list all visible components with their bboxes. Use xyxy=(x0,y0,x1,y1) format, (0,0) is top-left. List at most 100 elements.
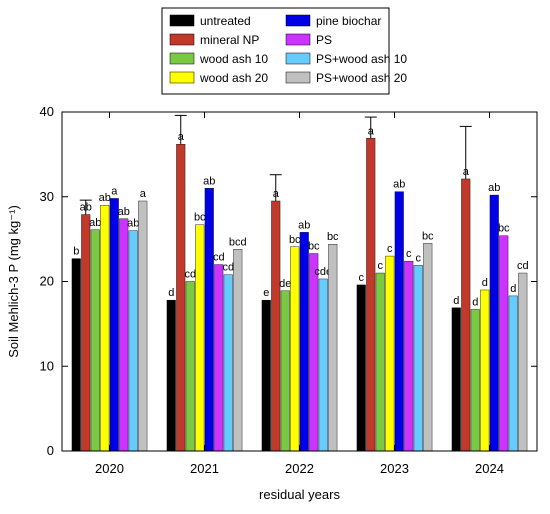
bar-mineral-np-2022 xyxy=(271,200,281,452)
legend-swatch-untreated xyxy=(169,14,195,27)
bar-label-mineral-np-2023: a xyxy=(368,125,375,137)
bar-pine-biochar-2020 xyxy=(109,198,119,452)
bar-label-ps-wood-ash-20-2022: bc xyxy=(327,231,339,243)
bar-ps-wood-ash-20-2022 xyxy=(328,244,338,452)
bar-label-wood-ash-10-2021: cd xyxy=(184,269,196,281)
legend-swatch-pine-biochar xyxy=(285,14,311,27)
bar-ps-2021 xyxy=(214,264,224,452)
legend-label-ps-wood-ash-10: PS+wood ash 10 xyxy=(316,52,407,66)
bar-ps-wood-ash-10-2021 xyxy=(223,274,233,452)
y-tick-label: 10 xyxy=(40,358,54,373)
bar-wood-ash-20-2022 xyxy=(290,246,300,452)
bar-wood-ash-10-2021 xyxy=(185,281,195,452)
legend-swatch-ps-wood-ash-10 xyxy=(285,52,311,65)
bar-label-wood-ash-10-2024: d xyxy=(472,296,478,308)
bar-untreated-2022 xyxy=(261,299,271,452)
bar-wood-ash-20-2023 xyxy=(385,255,395,452)
legend-label-pine-biochar: pine biochar xyxy=(316,14,381,28)
legend-label-wood-ash-10: wood ash 10 xyxy=(199,52,268,66)
bar-label-ps-wood-ash-20-2021: bcd xyxy=(229,236,247,248)
legend-swatch-mineral-np xyxy=(169,33,195,46)
bar-ps-2023 xyxy=(404,260,414,452)
bar-wood-ash-20-2021 xyxy=(195,224,205,452)
bar-ps-wood-ash-10-2023 xyxy=(413,265,423,452)
bar-ps-2020 xyxy=(119,218,129,452)
bar-label-pine-biochar-2021: ab xyxy=(203,175,215,187)
y-tick-label: 20 xyxy=(40,274,54,289)
bar-ps-2024 xyxy=(499,235,509,452)
bar-label-ps-wood-ash-20-2020: a xyxy=(140,188,147,200)
bar-label-wood-ash-20-2023: c xyxy=(387,243,393,255)
legend-label-ps-wood-ash-20: PS+wood ash 20 xyxy=(316,71,407,85)
bar-label-ps-wood-ash-10-2020: ab xyxy=(127,218,139,230)
bar-label-untreated-2024: d xyxy=(453,295,459,307)
bar-label-wood-ash-20-2022: bc xyxy=(289,234,301,246)
legend: untreated mineral NP wood ash 10 wood ash 2… xyxy=(161,7,407,95)
bar-wood-ash-20-2020 xyxy=(100,205,110,452)
bar-label-untreated-2022: e xyxy=(263,287,269,299)
bar-mineral-np-2023 xyxy=(366,138,376,452)
axes: 0 10 20 30 40 2020 2021 2022 2023 2024 xyxy=(40,104,538,476)
bar-label-wood-ash-20-2024: d xyxy=(482,277,488,289)
bar-untreated-2021 xyxy=(166,299,176,452)
bar-label-untreated-2023: c xyxy=(359,272,365,284)
bar-label-pine-biochar-2023: ab xyxy=(393,179,405,191)
bar-label-mineral-np-2021: a xyxy=(178,131,185,143)
x-tick-label: 2023 xyxy=(380,461,409,476)
bar-ps-2022 xyxy=(309,253,319,452)
bar-label-ps-2023: c xyxy=(406,248,412,260)
legend-label-untreated: untreated xyxy=(200,14,251,28)
bar-mineral-np-2024 xyxy=(461,178,471,452)
x-tick-label: 2021 xyxy=(190,461,219,476)
legend-label-mineral-np: mineral NP xyxy=(200,33,259,47)
y-axis-title: Soil Mehlich-3 P (mg kg⁻¹) xyxy=(6,205,21,358)
x-tick-label: 2022 xyxy=(285,461,314,476)
bar-label-ps-wood-ash-10-2024: d xyxy=(510,283,516,295)
bar-label-wood-ash-10-2020: ab xyxy=(89,217,101,229)
y-tick-label: 0 xyxy=(47,443,54,458)
bar-label-pine-biochar-2024: ab xyxy=(488,182,500,194)
bar-label-ps-wood-ash-20-2024: cd xyxy=(517,260,529,272)
bar-label-ps-2020: ab xyxy=(118,206,130,218)
bar-ps-wood-ash-10-2024 xyxy=(508,295,518,452)
bar-label-mineral-np-2022: a xyxy=(273,188,280,200)
bar-label-ps-wood-ash-10-2022: cde xyxy=(314,266,332,278)
bar-mineral-np-2020 xyxy=(81,214,91,452)
bar-pine-biochar-2022 xyxy=(299,232,309,452)
legend-swatch-ps xyxy=(285,33,311,46)
legend-label-wood-ash-20: wood ash 20 xyxy=(199,71,268,85)
bar-label-ps-wood-ash-10-2021: cd xyxy=(222,262,234,274)
bar-label-mineral-np-2024: a xyxy=(463,166,470,178)
bar-label-untreated-2020: b xyxy=(73,246,79,258)
bar-ps-wood-ash-20-2021 xyxy=(233,249,243,452)
bar-label-untreated-2021: d xyxy=(168,287,174,299)
bar-mineral-np-2021 xyxy=(176,144,186,452)
bar-untreated-2020 xyxy=(71,258,81,452)
bar-label-wood-ash-10-2022: de xyxy=(279,278,291,290)
bar-wood-ash-10-2020 xyxy=(90,229,100,452)
bar-label-ps-2021: cd xyxy=(213,252,225,264)
legend-swatch-wood-ash-10 xyxy=(169,52,195,65)
bar-label-mineral-np-2020: ab xyxy=(80,202,92,214)
bar-ps-wood-ash-20-2023 xyxy=(423,243,433,452)
bar-wood-ash-10-2024 xyxy=(470,309,480,452)
legend-swatch-ps-wood-ash-20 xyxy=(285,71,311,84)
legend-box xyxy=(161,7,390,95)
bar-ps-wood-ash-10-2020 xyxy=(128,230,138,452)
bar-label-ps-2022: bc xyxy=(308,241,320,253)
x-tick-label: 2020 xyxy=(95,461,124,476)
bar-label-pine-biochar-2022: ab xyxy=(298,219,310,231)
bar-ps-wood-ash-20-2020 xyxy=(138,200,148,452)
y-tick-label: 30 xyxy=(40,189,54,204)
bar-ps-wood-ash-20-2024 xyxy=(518,272,528,452)
legend-label-ps: PS xyxy=(316,33,332,47)
bar-label-ps-2024: bc xyxy=(498,223,510,235)
bar-label-wood-ash-20-2021: bc xyxy=(194,212,206,224)
bar-label-ps-wood-ash-20-2023: bc xyxy=(422,230,434,242)
bar-untreated-2024 xyxy=(451,307,461,452)
bar-pine-biochar-2021 xyxy=(204,188,214,452)
bar-wood-ash-10-2023 xyxy=(375,272,385,452)
bar-ps-wood-ash-10-2022 xyxy=(318,278,328,452)
